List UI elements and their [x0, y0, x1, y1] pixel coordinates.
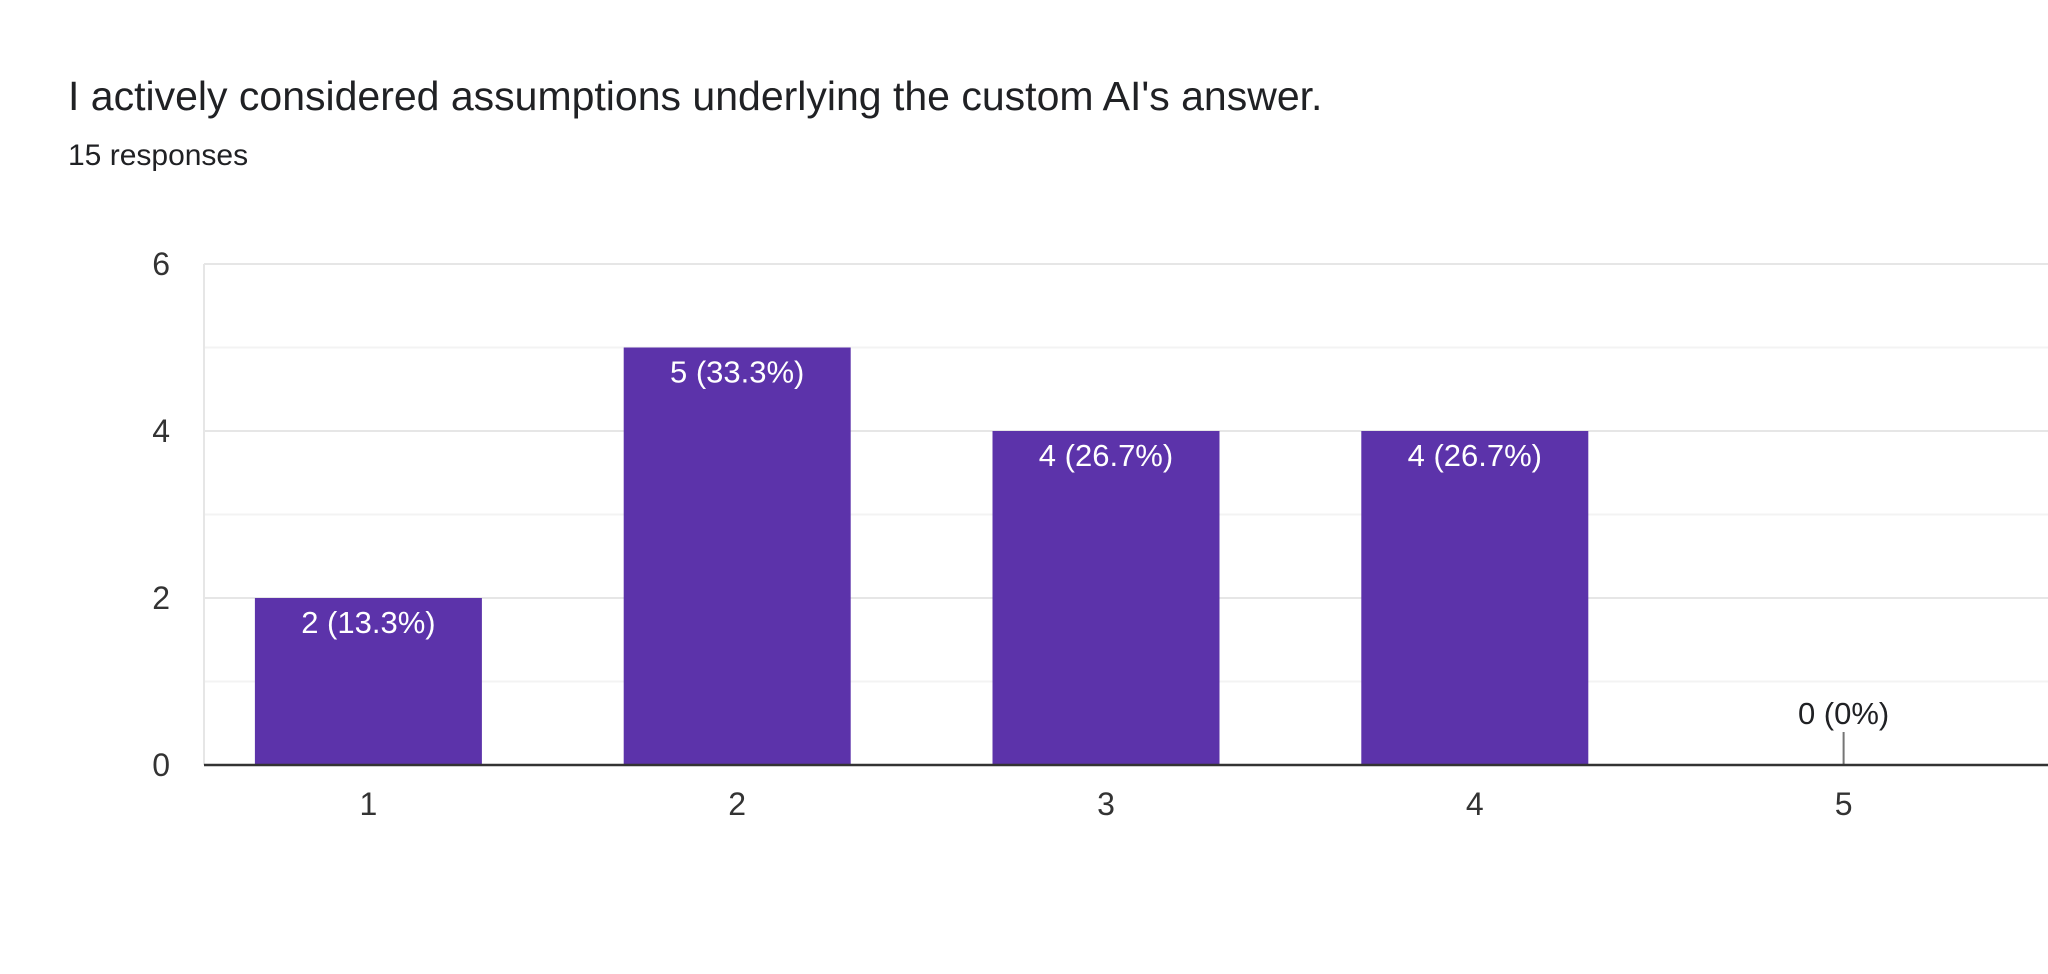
y-tick-label: 0	[152, 747, 170, 783]
bar-data-label: 4 (26.7%)	[1408, 438, 1542, 473]
bar	[992, 431, 1220, 765]
bar-data-label: 5 (33.3%)	[670, 355, 804, 390]
x-tick-label: 5	[1835, 786, 1853, 822]
labels: 0 2 4 6 2 (13.3%) 1 5 (33.3%) 2 4 (26.7%) 3 4 (26.…	[152, 246, 1889, 822]
bar	[1361, 431, 1589, 765]
y-tick-label: 2	[152, 580, 170, 616]
gridlines	[203, 263, 2048, 765]
y-tick-label: 4	[152, 413, 170, 449]
x-tick-label: 1	[360, 786, 378, 822]
y-tick-label: 6	[152, 246, 170, 282]
bar-data-label: 4 (26.7%)	[1039, 438, 1173, 473]
x-tick-label: 4	[1466, 786, 1484, 822]
response-count: 15 responses	[68, 139, 249, 172]
x-tick-label: 3	[1097, 786, 1115, 822]
bar	[254, 598, 482, 765]
chart-title: I actively considered assumptions underl…	[68, 73, 1323, 119]
x-tick-label: 2	[728, 786, 746, 822]
bar-data-label: 2 (13.3%)	[301, 605, 435, 640]
bar-data-label: 0 (0%)	[1798, 696, 1889, 731]
bar	[623, 347, 851, 765]
bars	[254, 347, 1845, 765]
